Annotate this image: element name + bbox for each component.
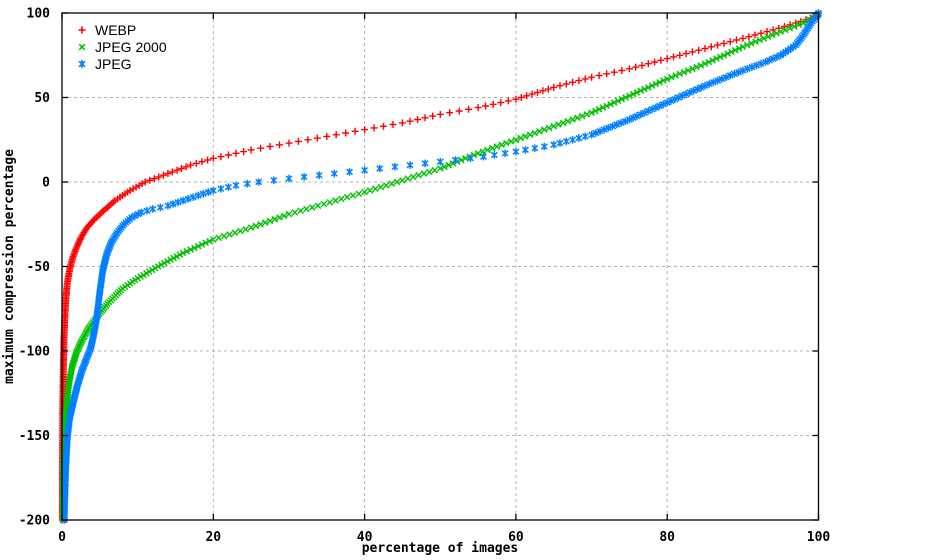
y-axis-label: maximum compression percentage <box>2 149 17 384</box>
y-tick-label-100: 100 <box>27 7 51 22</box>
x-tick-label-100: 100 <box>807 530 831 545</box>
x-tick-label-40: 40 <box>357 530 373 545</box>
x-tick-label-60: 60 <box>508 530 524 545</box>
x-tick-label-80: 80 <box>659 530 675 545</box>
y-tick-label--200: -200 <box>19 514 50 529</box>
legend-label: JPEG <box>95 56 132 72</box>
y-tick-label-50: 50 <box>34 91 50 106</box>
legend-item-jpeg-2000: JPEG 2000 <box>78 39 167 55</box>
axis-ticks <box>61 12 820 521</box>
y-tick-label-0: 0 <box>42 176 50 191</box>
x-tick-label-20: 20 <box>205 530 221 545</box>
x-axis-label: percentage of images <box>362 541 519 556</box>
legend-label: WEBP <box>95 22 136 38</box>
legend-item-jpeg: JPEG <box>78 56 132 72</box>
x-tick-label-0: 0 <box>58 530 66 545</box>
legend-item-webp: WEBP <box>78 22 136 38</box>
tick-labels: 0 20 40 60 80 100 -200 -150 -100 -50 0 50 100 <box>19 7 831 546</box>
legend-marker-plus-icon <box>78 26 86 34</box>
y-tick-label--100: -100 <box>19 345 50 360</box>
legend-marker-asterisk-icon <box>78 60 86 68</box>
legend-marker-cross-icon <box>78 43 86 51</box>
legend-label: JPEG 2000 <box>95 39 167 55</box>
y-tick-label--50: -50 <box>27 260 51 275</box>
y-tick-label--150: -150 <box>19 429 50 444</box>
